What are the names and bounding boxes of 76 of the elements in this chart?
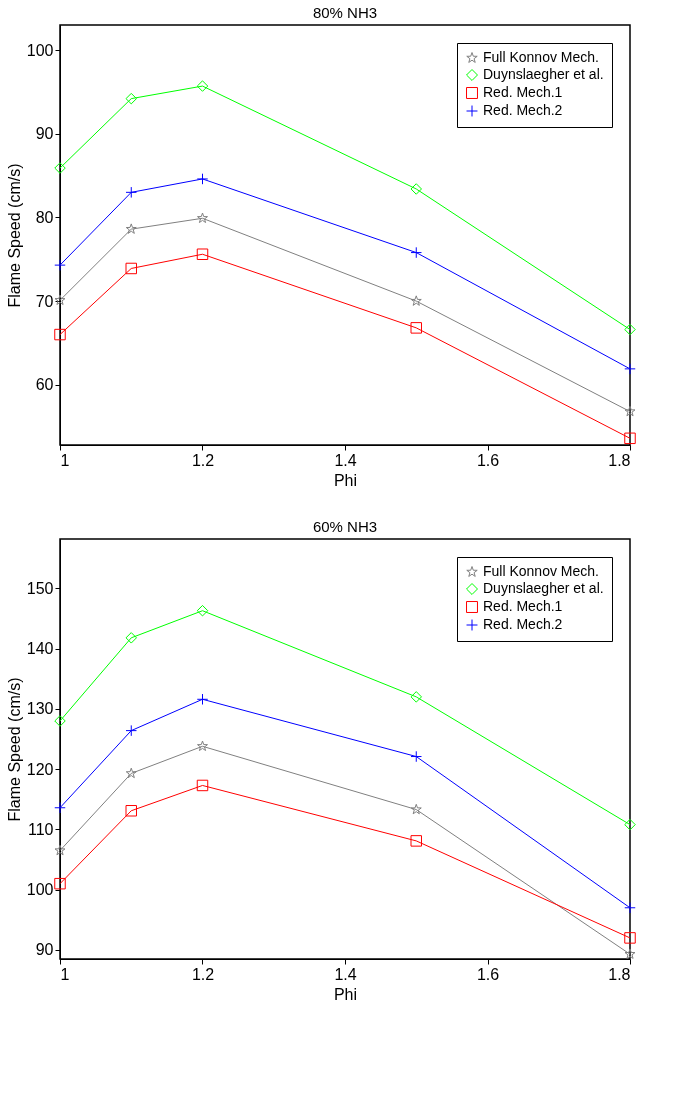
point (624, 932, 636, 944)
y-tick-label: 120 (26, 760, 54, 778)
x-axis-title: Phi (333, 985, 358, 1003)
x-tick-label: 1.6 (476, 451, 500, 469)
point (125, 92, 137, 105)
point (624, 323, 636, 336)
point (624, 363, 636, 375)
point (197, 212, 208, 224)
point (410, 322, 422, 334)
y-tick-label: 130 (26, 700, 54, 718)
x-tick-label: 1 (60, 965, 70, 983)
point (125, 632, 137, 644)
point (125, 262, 137, 275)
y-tick-label: 70 (35, 292, 54, 310)
y-tick-label: 140 (26, 640, 54, 658)
point (54, 294, 66, 305)
point (624, 948, 636, 959)
legend-label: Red. Mech.2 (483, 102, 563, 118)
point (624, 432, 636, 445)
point (125, 805, 137, 817)
point (624, 405, 636, 417)
y-axis-title: Flame Speed (cm/s) (5, 677, 23, 822)
point (410, 835, 422, 847)
point (196, 80, 209, 92)
point (410, 691, 422, 703)
point (125, 186, 137, 199)
x-tick-label: 1 (60, 451, 70, 469)
point (410, 246, 422, 259)
y-tick-label: 80 (35, 208, 54, 226)
x-tick-label: 1.8 (608, 965, 631, 983)
y-tick-label: 90 (35, 125, 54, 143)
y-tick-label: 110 (27, 820, 54, 838)
y-tick-label: 100 (26, 881, 54, 899)
legend-label: Full Konnov Mech. (483, 563, 599, 579)
point (196, 173, 209, 185)
point (54, 802, 66, 814)
point (54, 328, 66, 341)
point (196, 779, 209, 792)
point (410, 803, 422, 815)
x-tick-label: 1.4 (334, 965, 357, 983)
point (196, 604, 209, 617)
x-axis-title: Phi (333, 471, 358, 489)
point (624, 902, 636, 914)
y-tick-label: 60 (35, 376, 54, 394)
x-tick-label: 1.8 (608, 451, 631, 469)
chart-title: 60% NH3 (312, 518, 378, 535)
point (410, 750, 422, 763)
legend-label: Duynslaegher et al. (483, 580, 604, 596)
y-tick-label: 100 (26, 41, 54, 59)
point (54, 877, 66, 890)
x-tick-label: 1.4 (334, 451, 357, 469)
point (197, 740, 208, 752)
point (54, 162, 66, 174)
y-tick-label: 90 (35, 941, 54, 959)
point (410, 295, 422, 306)
point (196, 693, 209, 706)
chart-title: 80% NH3 (312, 4, 378, 21)
point (125, 767, 137, 779)
point (54, 844, 66, 856)
legend-label: Red. Mech.1 (483, 598, 563, 614)
legend-label: Duynslaegher et al. (483, 66, 604, 82)
point (624, 818, 636, 831)
x-tick-label: 1.2 (191, 965, 215, 983)
point (410, 183, 422, 195)
legend-label: Red. Mech.1 (483, 84, 563, 100)
legend-label: Red. Mech.2 (483, 616, 563, 632)
x-tick-label: 1.2 (191, 451, 215, 469)
point (54, 259, 66, 271)
point (196, 248, 209, 260)
x-tick-label: 1.6 (476, 965, 500, 983)
y-axis-title: Flame Speed (cm/s) (5, 163, 23, 308)
point (125, 724, 137, 737)
point (54, 715, 66, 727)
y-tick-label: 150 (26, 579, 54, 597)
point (125, 223, 137, 234)
legend-label: Full Konnov Mech. (483, 49, 599, 65)
